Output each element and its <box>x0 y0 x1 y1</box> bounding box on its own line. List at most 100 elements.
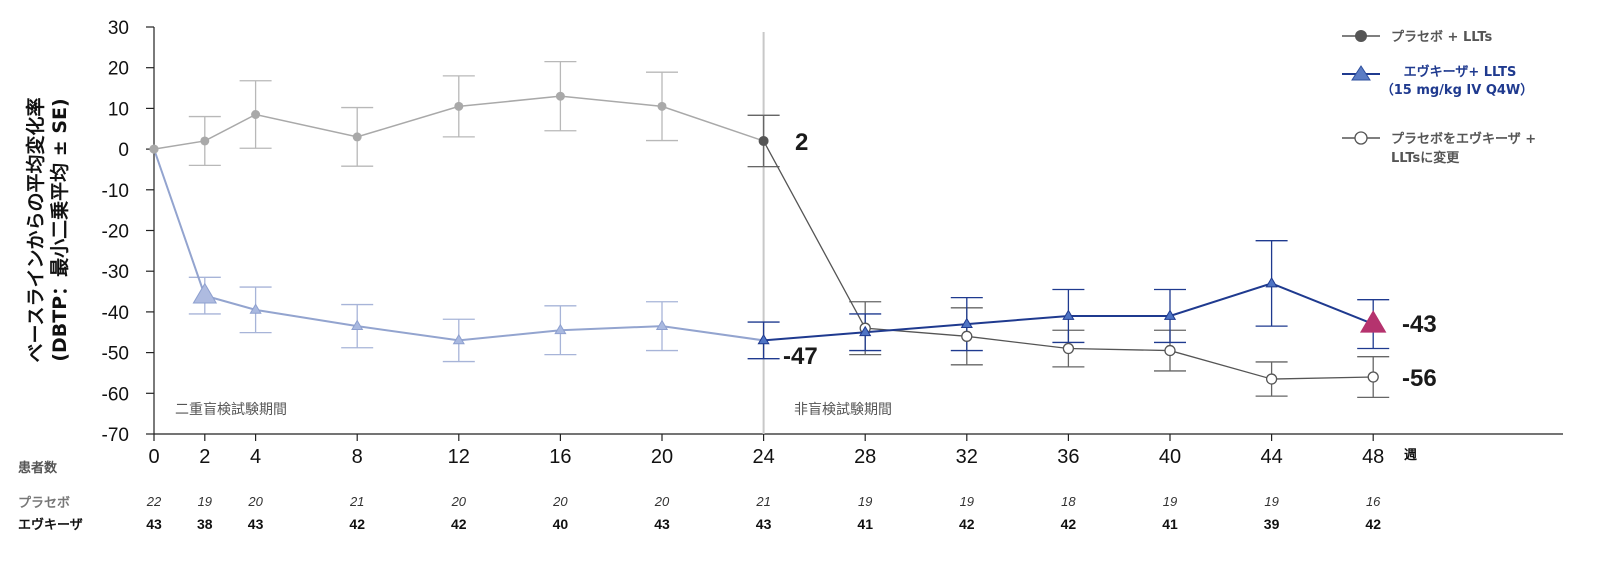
x-tick-label: 20 <box>651 446 673 468</box>
x-ticks: 0 2 4 8 12 16 20 24 28 32 36 40 44 48 <box>148 434 1384 468</box>
y-tick-label: -70 <box>102 425 129 446</box>
evkeeza-point <box>1062 309 1075 320</box>
risk-table-header: 患者数 <box>18 460 58 476</box>
evkeeza-line-double-blind <box>153 148 764 342</box>
legend-label-switch-line2: LLTsに変更 <box>1391 150 1460 166</box>
y-tick-label: 30 <box>108 18 129 39</box>
risk-cell-placebo: 19 <box>858 494 872 509</box>
x-tick-label: 16 <box>549 446 571 468</box>
risk-cell-placebo: 18 <box>1061 494 1076 509</box>
risk-cell-placebo: 19 <box>1264 494 1278 509</box>
evkeeza-point <box>757 333 770 345</box>
risk-cell-evkeeza: 42 <box>451 516 467 532</box>
legend-label-evkeeza-dose: （15 mg/kg IV Q4W） <box>1381 82 1534 98</box>
evkeeza-point <box>351 319 364 331</box>
period-label-open-label: 非盲検試験期間 <box>794 401 892 418</box>
y-tick-label: -10 <box>102 181 129 202</box>
risk-cell-evkeeza: 38 <box>197 516 213 532</box>
risk-cell-placebo: 20 <box>552 494 568 509</box>
x-axis-unit-label: 週 <box>1404 448 1417 463</box>
y-ticks: 30 20 10 0 -10 -20 -30 -40 -50 -60 -70 <box>102 18 154 446</box>
evkeeza-point <box>859 325 872 337</box>
switch-point <box>961 330 973 342</box>
series-layer <box>149 60 1390 399</box>
y-axis-label-line1: ベースラインからの平均変化率 <box>24 97 47 362</box>
placebo-point <box>454 101 464 111</box>
risk-cell-placebo: 21 <box>349 494 364 509</box>
end-label-placebo: 2 <box>795 129 808 156</box>
risk-cell-evkeeza: 41 <box>857 516 873 532</box>
legend-item-placebo: プラセボ + LLTs <box>1342 29 1493 45</box>
risk-cell-evkeeza: 42 <box>1365 516 1381 532</box>
x-tick-label: 0 <box>148 446 159 468</box>
evkeeza-point <box>655 319 669 331</box>
evkeeza-point <box>960 317 973 329</box>
risk-cell-placebo: 19 <box>198 494 212 509</box>
x-tick-label: 48 <box>1362 446 1384 468</box>
x-tick-label: 28 <box>854 446 876 468</box>
legend-marker-placebo <box>1355 30 1367 42</box>
evkeeza-point <box>1265 276 1278 288</box>
period-label-double-blind: 二重盲検試験期間 <box>175 401 287 418</box>
evkeeza-point-week2-highlight <box>192 282 218 304</box>
placebo-point <box>657 101 667 111</box>
switch-point <box>1164 344 1176 357</box>
risk-cell-placebo: 20 <box>451 494 467 509</box>
risk-cell-evkeeza: 39 <box>1264 516 1280 532</box>
baseline-point <box>149 144 159 154</box>
risk-cell-evkeeza: 43 <box>146 516 162 532</box>
evkeeza-point <box>554 323 567 335</box>
risk-cell-placebo: 16 <box>1366 494 1381 509</box>
switch-point <box>1367 371 1379 383</box>
risk-cell-placebo: 19 <box>1163 494 1177 509</box>
risk-table-row-label-placebo: プラセボ <box>18 495 70 511</box>
risk-cell-placebo: 19 <box>960 494 974 509</box>
x-tick-label: 32 <box>956 446 978 468</box>
risk-cell-placebo: 22 <box>146 494 162 509</box>
risk-cell-evkeeza: 42 <box>959 516 975 532</box>
evkeeza-point <box>1163 309 1177 320</box>
risk-cell-evkeeza: 42 <box>1061 516 1077 532</box>
end-label-evkeeza-wk48: -43 <box>1402 311 1437 338</box>
x-tick-label: 4 <box>250 446 261 468</box>
legend-label-switch: プラセボをエヴキーザ + <box>1391 131 1536 147</box>
risk-cell-placebo: 21 <box>755 494 770 509</box>
risk-table-cells: 22 19 20 21 20 20 20 21 19 19 18 19 19 16 43 38 43 42 42 40… <box>146 494 1381 532</box>
placebo-point <box>352 132 362 142</box>
evkeeza-point <box>249 303 262 314</box>
x-tick-label: 40 <box>1159 446 1181 468</box>
x-tick-label: 36 <box>1057 446 1079 468</box>
risk-cell-evkeeza: 40 <box>553 516 569 532</box>
x-tick-label: 12 <box>448 446 470 468</box>
y-tick-label: -30 <box>102 262 129 283</box>
legend-item-evkeeza: エヴキーザ+ LLTS （15 mg/kg IV Q4W） <box>1342 64 1533 98</box>
x-tick-label: 2 <box>199 446 210 468</box>
end-label-evkeeza-wk24: -47 <box>783 343 818 370</box>
evkeeza-point-week48-highlight <box>1359 310 1387 333</box>
end-label-switch-wk48: -56 <box>1402 365 1437 392</box>
placebo-line <box>153 95 764 150</box>
placebo-point <box>251 110 261 120</box>
legend-marker-switch <box>1354 131 1368 145</box>
risk-cell-evkeeza: 42 <box>349 516 365 532</box>
x-tick-label: 24 <box>752 446 774 468</box>
x-tick-label: 8 <box>352 446 363 468</box>
risk-cell-evkeeza: 41 <box>1162 516 1178 532</box>
switch-point <box>1062 342 1075 355</box>
y-tick-label: -40 <box>102 303 129 324</box>
risk-cell-placebo: 20 <box>247 494 263 509</box>
evkeeza-point <box>452 333 465 345</box>
risk-table: 患者数 プラセボ エヴキーザ 22 19 20 21 20 20 20 21 19 19 18 19 1… <box>18 460 1381 533</box>
legend-item-switch: プラセボをエヴキーザ + LLTsに変更 <box>1342 131 1536 166</box>
placebo-point <box>200 136 210 146</box>
y-axis-label: ベースラインからの平均変化率 (DBTP：最小二乗平均 ± SE) <box>24 97 71 362</box>
legend-marker-evkeeza <box>1351 65 1371 81</box>
placebo-point <box>758 135 769 146</box>
y-tick-label: -20 <box>102 222 129 243</box>
x-tick-label: 44 <box>1260 446 1282 468</box>
placebo-point <box>555 91 565 101</box>
risk-cell-evkeeza: 43 <box>756 516 772 532</box>
risk-cell-evkeeza: 43 <box>248 516 264 532</box>
risk-cell-evkeeza: 43 <box>654 516 670 532</box>
